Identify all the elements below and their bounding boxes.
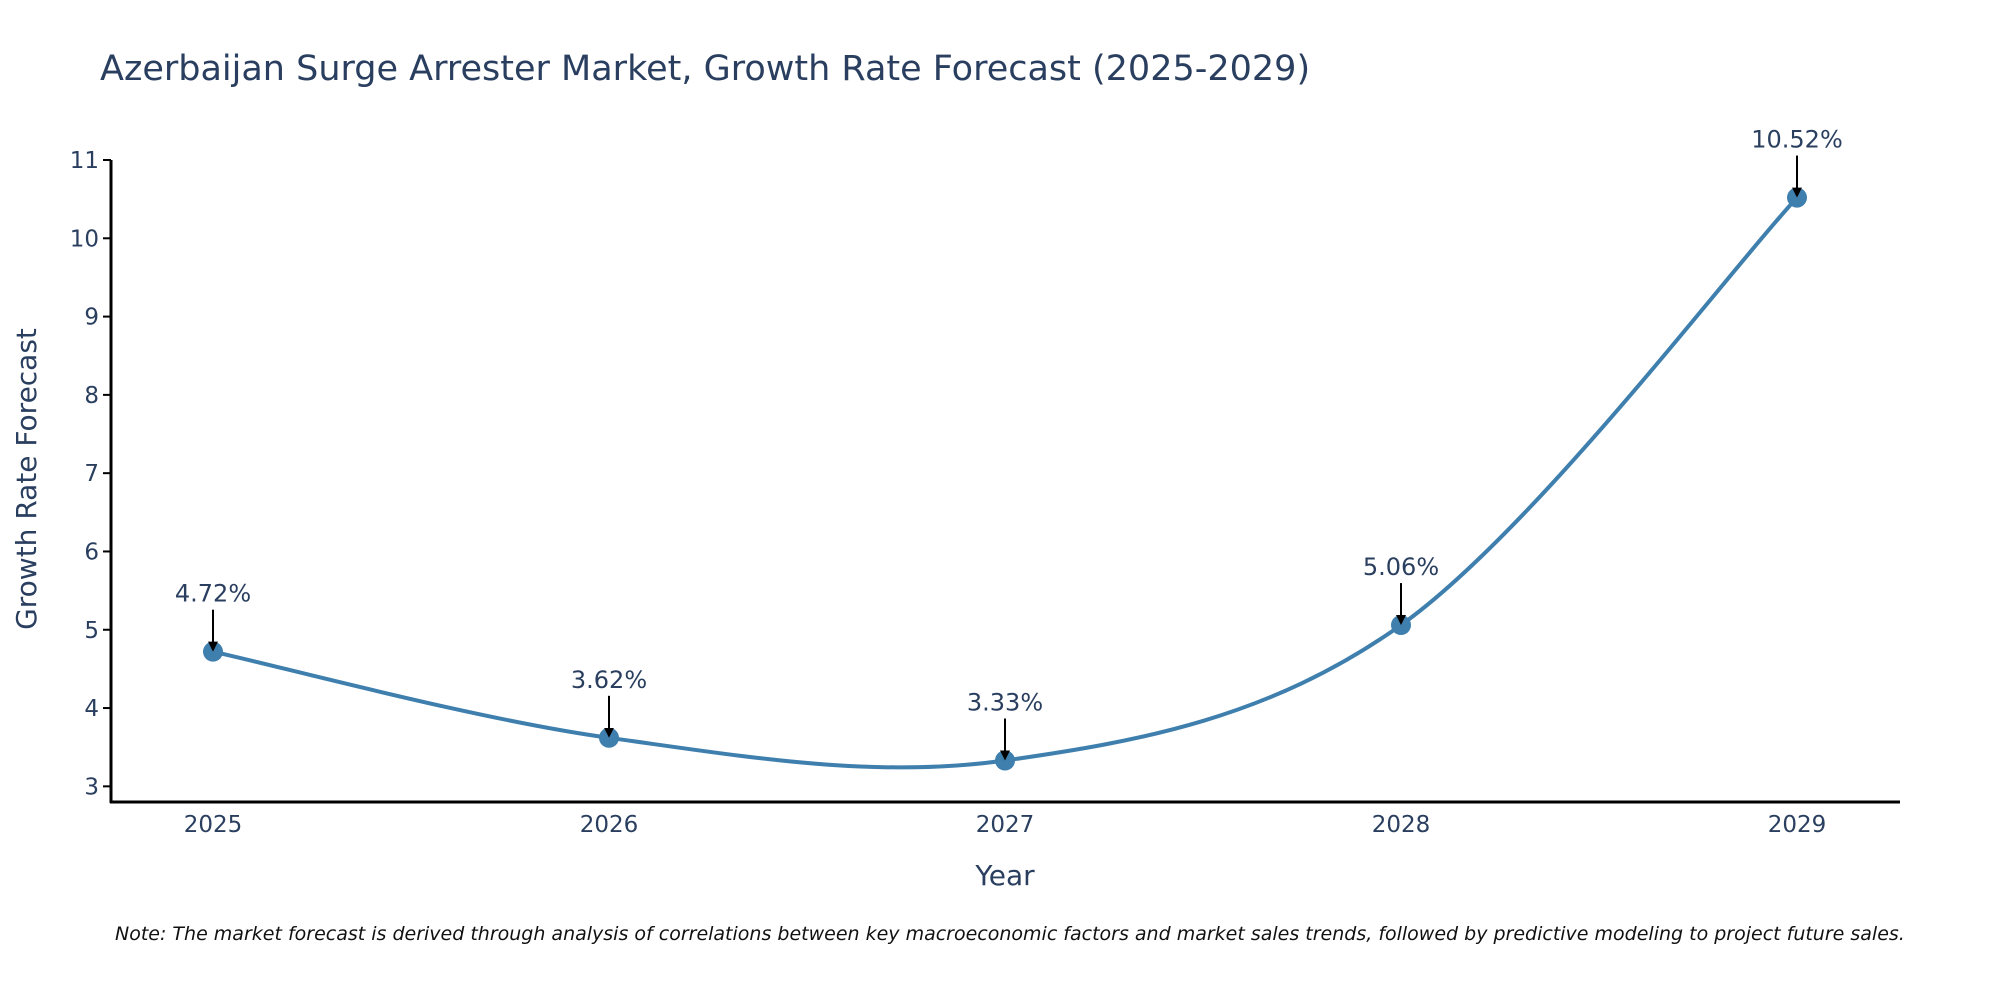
data-label: 5.06% [1363,553,1439,581]
x-tick-label: 2026 [580,812,639,838]
x-axis-title: Year [974,859,1035,892]
y-tick-label: 4 [84,696,99,722]
data-annotations: 4.72% 3.62% 3.33% 5.06% 10.52% [175,126,1843,761]
y-tick-label: 10 [70,226,99,252]
y-tick-label: 3 [84,774,99,800]
data-markers [203,187,1807,771]
x-tick-label: 2028 [1372,812,1431,838]
x-tick-label: 2025 [184,812,243,838]
y-axis-title: Growth Rate Forecast [10,328,43,630]
y-tick-label: 8 [84,383,99,409]
data-label: 4.72% [175,580,251,608]
y-tick-label: 9 [84,305,99,331]
chart-title: Azerbaijan Surge Arrester Market, Growth… [100,49,1310,89]
x-tick-label: 2027 [976,812,1035,838]
y-tick-label: 7 [84,461,99,487]
y-tick-label: 5 [84,618,99,644]
y-tick-label: 11 [70,148,99,174]
y-tick-label: 6 [84,539,99,565]
x-tick-label: 2029 [1768,812,1827,838]
data-label: 3.33% [967,689,1043,717]
data-label: 10.52% [1751,126,1843,154]
y-axis-ticks: 3 4 5 6 7 8 9 10 11 [70,148,111,800]
footnote: Note: The market forecast is derived thr… [115,923,1905,945]
x-axis-ticks: 2025 2026 2027 2028 2029 [184,812,1827,838]
series-line [212,196,1799,770]
data-label: 3.62% [571,666,647,694]
